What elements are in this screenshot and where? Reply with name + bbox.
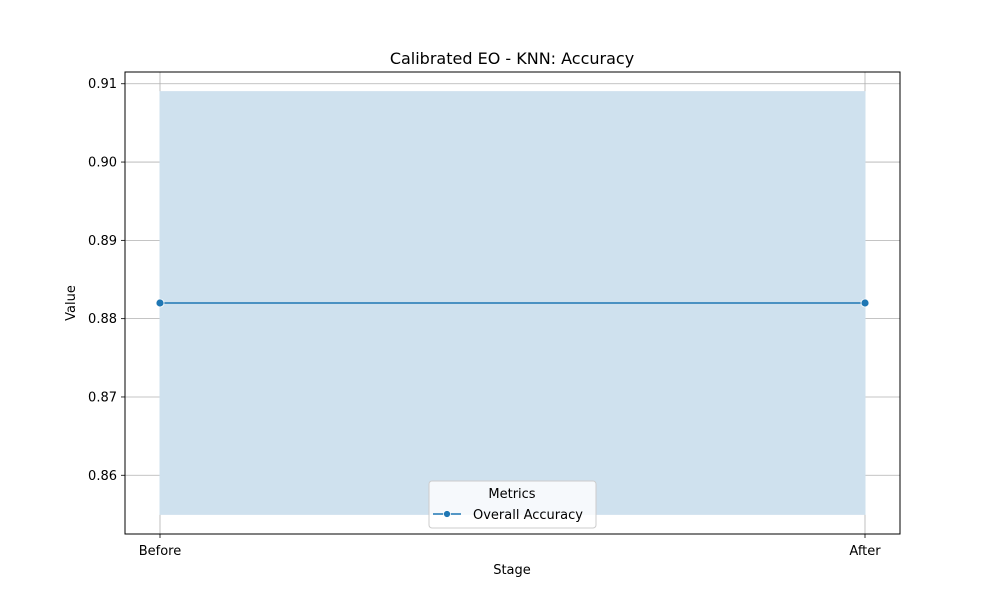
- y-tick-label: 0.90: [88, 156, 117, 171]
- series-points: [155, 298, 870, 308]
- y-tick-label: 0.91: [88, 77, 117, 92]
- x-tick-label-before: Before: [139, 544, 182, 559]
- x-tick-label-after: After: [849, 544, 881, 559]
- data-point-after: [860, 298, 870, 308]
- legend-title: Metrics: [488, 487, 535, 502]
- legend: Metrics Overall Accuracy: [428, 480, 597, 529]
- chart-title: Calibrated EO - KNN: Accuracy: [390, 49, 634, 68]
- legend-box: [428, 480, 597, 529]
- y-tick-label: 0.89: [88, 234, 117, 249]
- y-axis-ticks: 0.86 0.87 0.88 0.89 0.90 0.91: [88, 77, 125, 484]
- y-tick-label: 0.86: [88, 469, 117, 484]
- y-tick-label: 0.87: [88, 390, 117, 405]
- legend-entry-overall-accuracy: Overall Accuracy: [473, 508, 583, 523]
- legend-point-marker: [443, 510, 451, 518]
- plot-frame: [124, 71, 901, 535]
- data-point-before: [155, 298, 165, 308]
- y-axis-label: Value: [64, 285, 79, 321]
- x-axis-ticks: Before After: [139, 534, 881, 559]
- plot-area: [124, 71, 901, 535]
- y-tick-label: 0.88: [88, 312, 117, 327]
- x-axis-label: Stage: [493, 563, 531, 578]
